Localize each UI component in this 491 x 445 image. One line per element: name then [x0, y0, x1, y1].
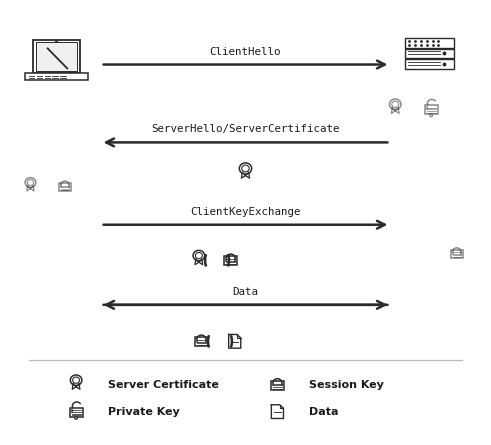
Text: ClientHello: ClientHello	[210, 47, 281, 57]
Circle shape	[430, 114, 433, 117]
Polygon shape	[76, 384, 80, 389]
Polygon shape	[279, 405, 283, 408]
Circle shape	[25, 178, 36, 187]
Polygon shape	[242, 173, 246, 178]
FancyBboxPatch shape	[425, 105, 437, 114]
FancyBboxPatch shape	[271, 381, 284, 390]
FancyBboxPatch shape	[405, 38, 454, 48]
FancyBboxPatch shape	[195, 337, 208, 346]
Polygon shape	[229, 335, 241, 348]
Circle shape	[75, 417, 78, 419]
Circle shape	[70, 375, 82, 385]
Polygon shape	[195, 259, 199, 265]
Polygon shape	[246, 173, 249, 178]
Circle shape	[73, 377, 80, 383]
Polygon shape	[72, 384, 76, 389]
FancyBboxPatch shape	[25, 73, 88, 80]
Polygon shape	[27, 186, 30, 191]
Circle shape	[392, 101, 399, 107]
FancyBboxPatch shape	[451, 250, 463, 258]
FancyBboxPatch shape	[33, 40, 80, 73]
FancyBboxPatch shape	[59, 183, 71, 191]
Text: Data: Data	[233, 287, 258, 297]
Text: Session Key: Session Key	[309, 380, 384, 390]
Text: Data: Data	[309, 407, 339, 417]
Text: ClientKeyExchange: ClientKeyExchange	[190, 207, 301, 217]
Circle shape	[389, 99, 401, 109]
Text: ServerHello/ServerCertificate: ServerHello/ServerCertificate	[151, 125, 340, 134]
Polygon shape	[272, 405, 283, 418]
Polygon shape	[395, 108, 399, 113]
Polygon shape	[30, 186, 34, 191]
Polygon shape	[199, 259, 203, 265]
FancyBboxPatch shape	[405, 59, 454, 69]
FancyBboxPatch shape	[405, 49, 454, 58]
FancyBboxPatch shape	[224, 256, 237, 265]
Circle shape	[239, 163, 252, 174]
Text: Private Key: Private Key	[108, 407, 180, 417]
Text: Server Certificate: Server Certificate	[108, 380, 219, 390]
Circle shape	[193, 251, 205, 261]
Circle shape	[242, 165, 249, 172]
Circle shape	[195, 252, 202, 259]
Polygon shape	[237, 335, 241, 338]
Circle shape	[27, 180, 34, 186]
FancyBboxPatch shape	[36, 42, 77, 71]
FancyBboxPatch shape	[70, 408, 82, 417]
Polygon shape	[391, 108, 395, 113]
